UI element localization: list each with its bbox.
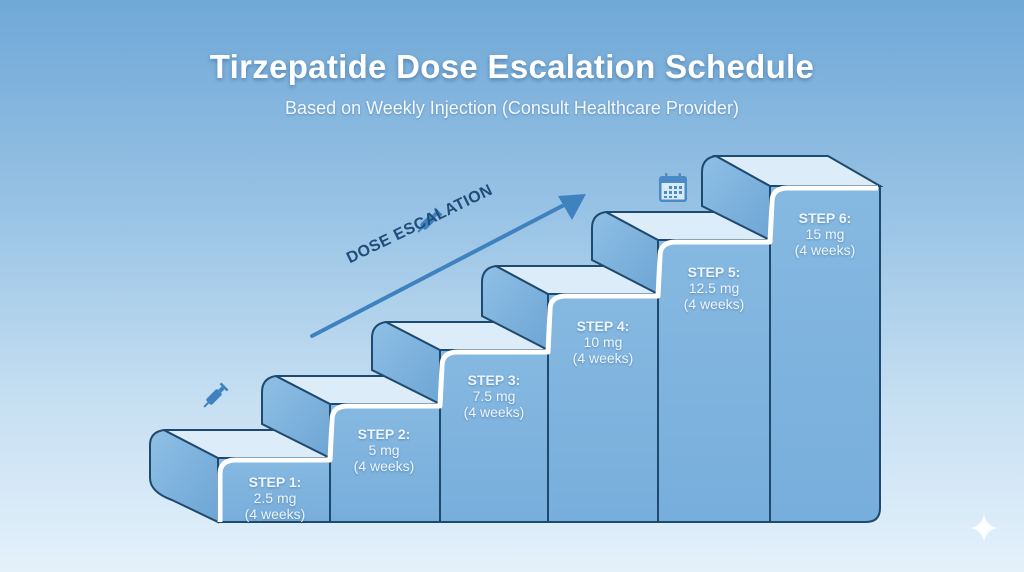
syringe-icon: [417, 207, 443, 233]
step-dose: 12.5 mg: [688, 280, 740, 296]
step-6-label: STEP 6: 15 mg (4 weeks): [772, 210, 878, 258]
step-title: STEP 4:: [576, 318, 630, 334]
page-title: Tirzepatide Dose Escalation Schedule: [209, 48, 815, 85]
step-4-label: STEP 4: 10 mg (4 weeks): [550, 318, 656, 366]
calendar-icon: [659, 173, 687, 202]
step-dose: 2.5 mg: [253, 490, 297, 506]
step-2-label: STEP 2: 5 mg (4 weeks): [332, 426, 436, 474]
step-dose: 15 mg: [805, 226, 845, 242]
stair-highlight-edge: [217, 185, 878, 522]
step-dose: 7.5 mg: [472, 388, 516, 404]
step-1-label: STEP 1: 2.5 mg (4 weeks): [226, 474, 324, 522]
page-subtitle: Based on Weekly Injection (Consult Healt…: [285, 98, 739, 118]
step-title: STEP 6:: [798, 210, 852, 226]
step-duration: (4 weeks): [794, 242, 856, 258]
step-duration: (4 weeks): [572, 350, 634, 366]
step-title: STEP 2:: [357, 426, 411, 442]
step-duration: (4 weeks): [244, 506, 306, 522]
front-faces: [217, 185, 881, 523]
step-3-label: STEP 3: 7.5 mg (4 weeks): [442, 372, 546, 420]
step-duration: (4 weeks): [463, 404, 525, 420]
step-title: STEP 5:: [687, 264, 741, 280]
step-6-block: [701, 154, 884, 242]
step-dose: 10 mg: [583, 334, 623, 350]
syringe-icon: [203, 382, 229, 408]
step-5-label: STEP 5: 12.5 mg (4 weeks): [660, 264, 768, 312]
step-dose: 5 mg: [368, 442, 400, 458]
step-duration: (4 weeks): [683, 296, 745, 312]
step-duration: (4 weeks): [353, 458, 415, 474]
step-title: STEP 1:: [248, 474, 302, 490]
sparkle-icon: [970, 514, 998, 542]
escalation-arrow: [310, 194, 586, 338]
step-title: STEP 3:: [467, 372, 521, 388]
